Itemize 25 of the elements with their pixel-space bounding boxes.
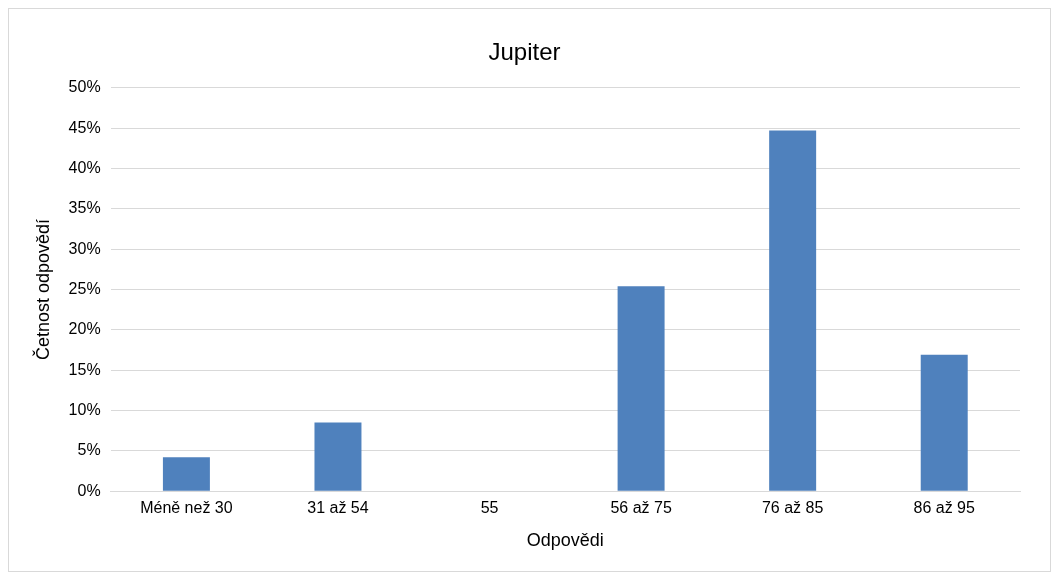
bar bbox=[769, 130, 817, 491]
bar bbox=[162, 457, 210, 491]
y-tick-label: 45% bbox=[68, 118, 101, 136]
y-tick-label: 30% bbox=[68, 239, 101, 257]
chart-title: Jupiter bbox=[488, 38, 561, 66]
y-tick-label: 10% bbox=[68, 400, 101, 418]
y-tick-label: 0% bbox=[77, 481, 101, 499]
x-axis-title: Odpovědi bbox=[526, 530, 604, 551]
y-tick-label: 50% bbox=[68, 78, 101, 96]
x-tick-label: 86 až 95 bbox=[913, 499, 976, 517]
y-tick-label: 15% bbox=[68, 360, 101, 378]
x-tick-label: 55 bbox=[480, 499, 499, 517]
x-tick-label: 76 až 85 bbox=[761, 499, 824, 517]
bar bbox=[617, 286, 665, 491]
y-tick-label: 5% bbox=[77, 441, 101, 459]
y-axis-title: Četnost odpovědí bbox=[31, 218, 53, 361]
y-tick-label: 25% bbox=[68, 279, 101, 297]
x-tick-label: 56 až 75 bbox=[610, 499, 672, 517]
bar bbox=[920, 354, 968, 491]
y-tick-label: 35% bbox=[68, 199, 101, 217]
y-tick-label: 20% bbox=[68, 320, 101, 338]
y-tick-label: 40% bbox=[68, 158, 101, 176]
x-tick-label: 31 až 54 bbox=[307, 499, 369, 517]
bar bbox=[314, 422, 362, 491]
x-tick-label: Méně než 30 bbox=[140, 499, 233, 517]
